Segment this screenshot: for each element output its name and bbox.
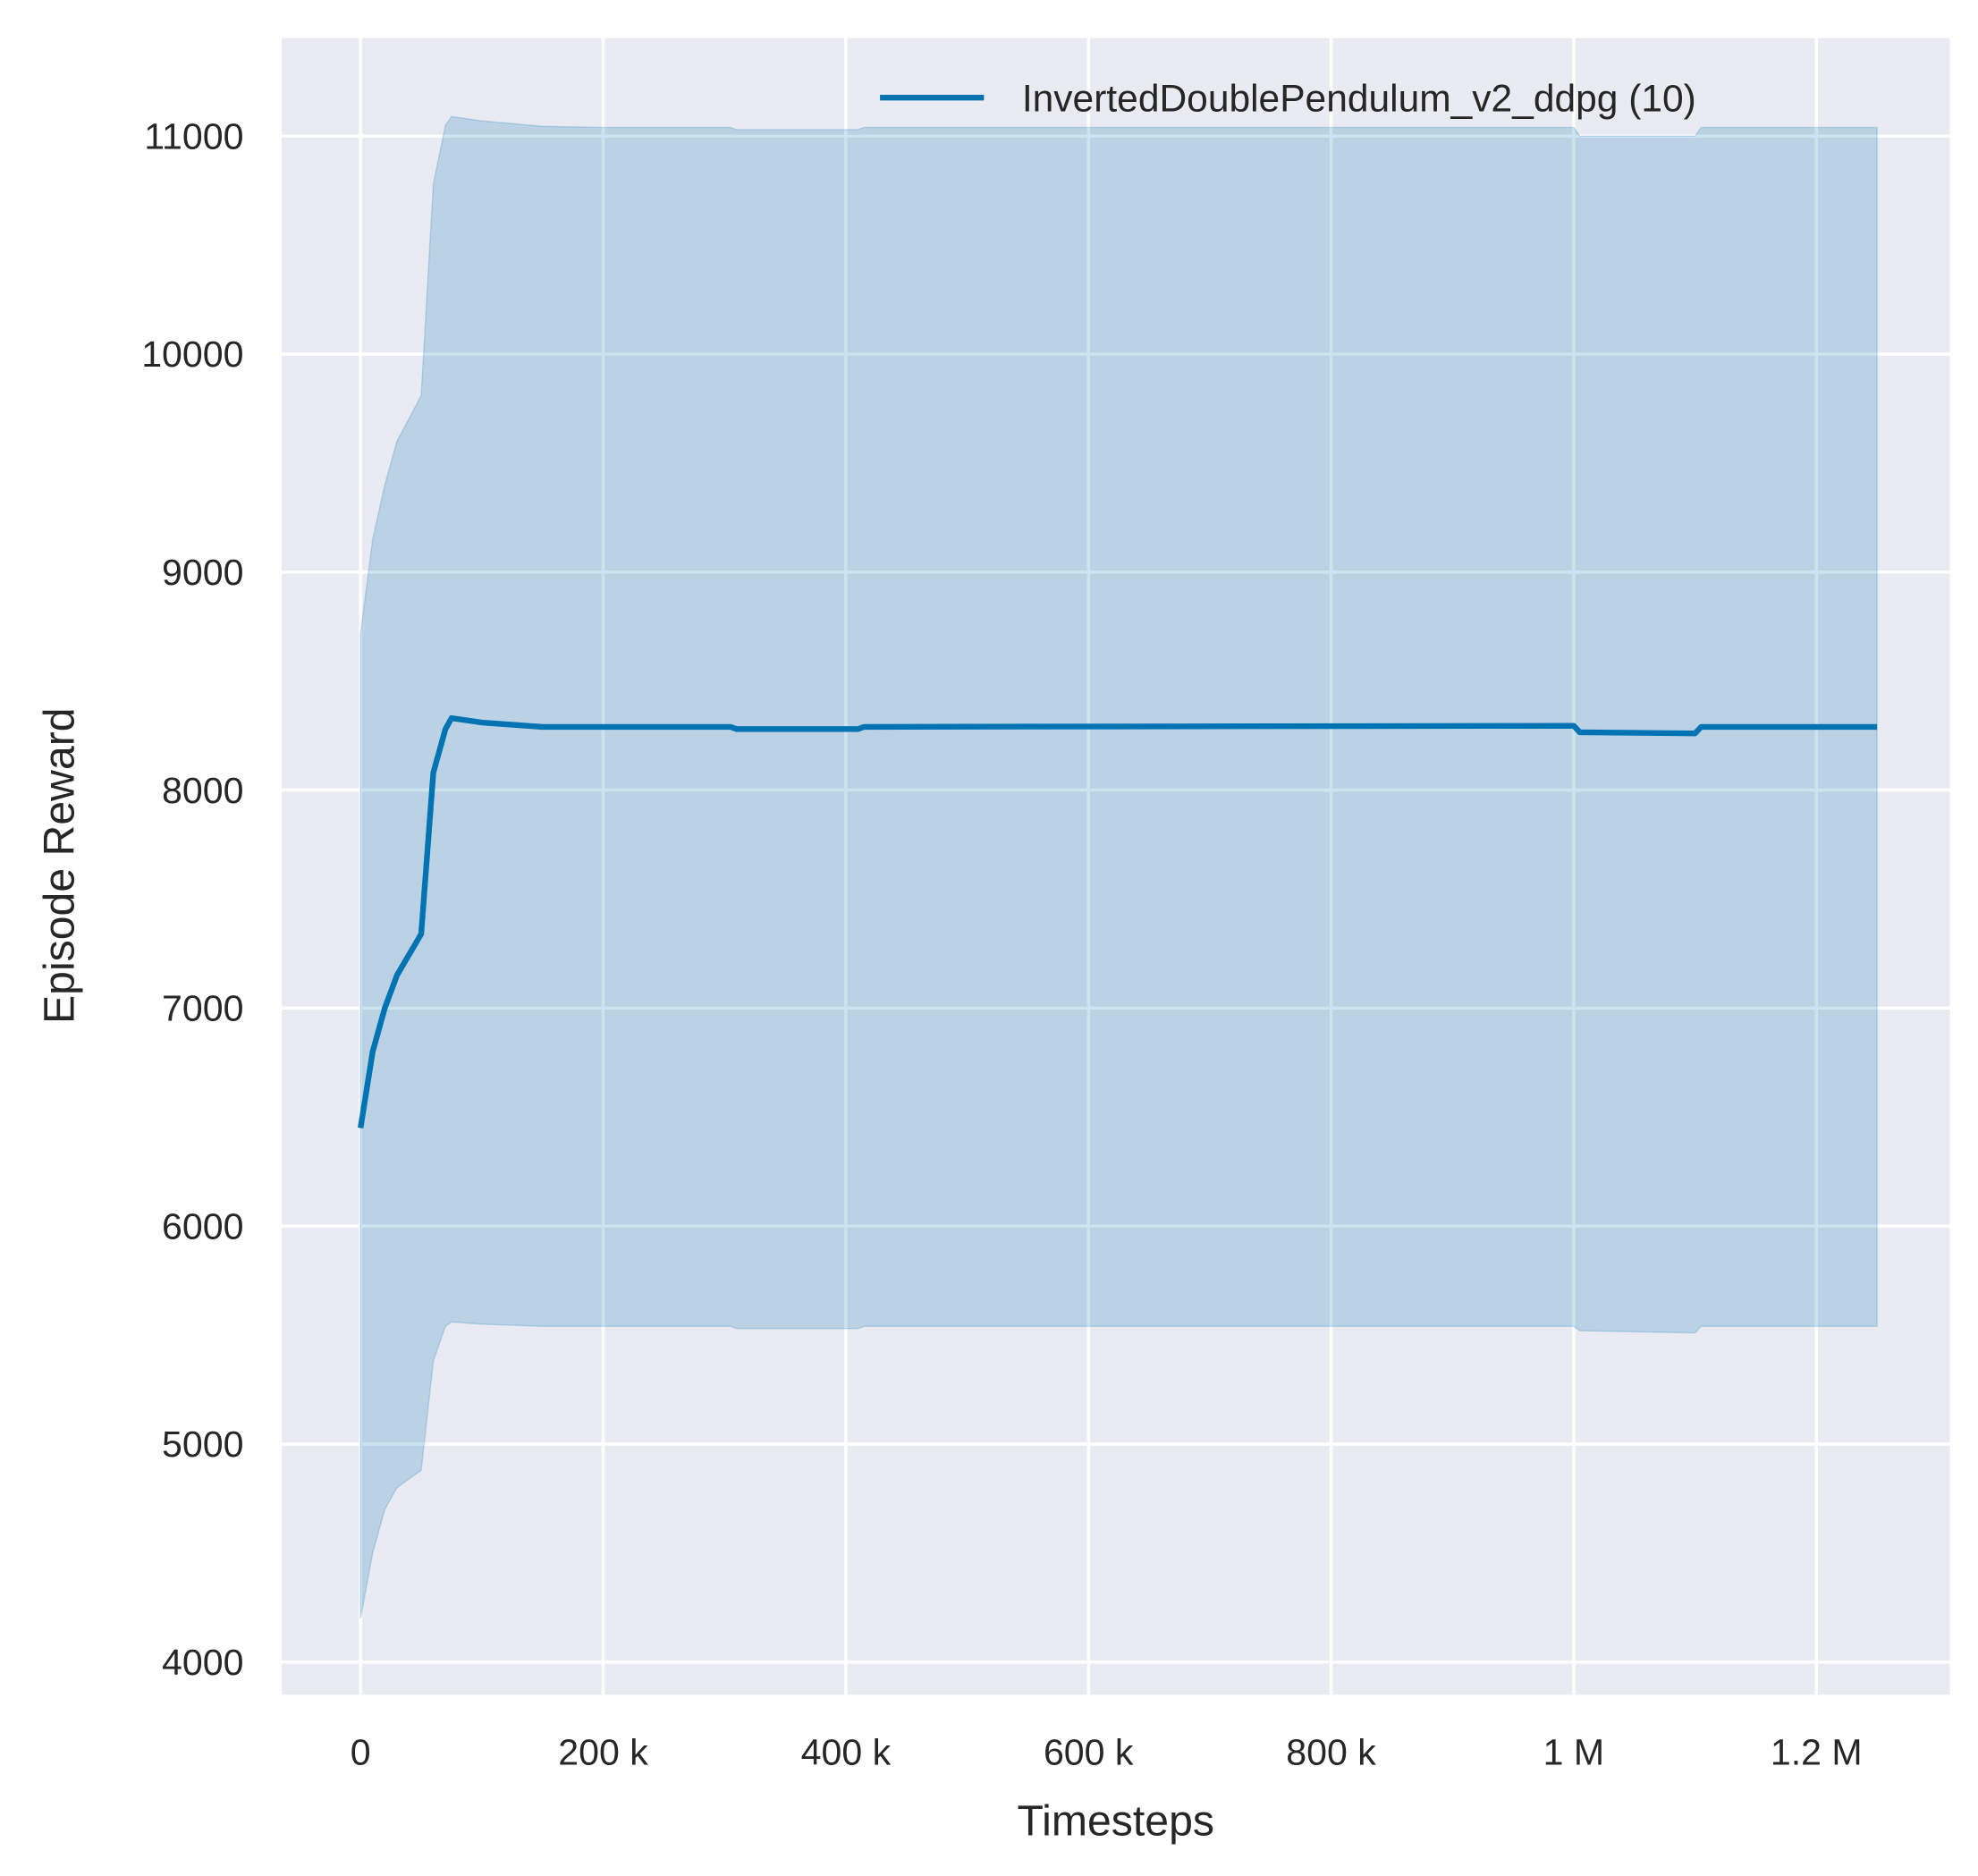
x-axis-label: Timesteps: [1018, 1797, 1214, 1846]
y-tick-label: 10000: [141, 334, 243, 375]
x-tick-label: 600 k: [1044, 1731, 1134, 1772]
x-tick-label: 800 k: [1286, 1731, 1376, 1772]
series-line: [358, 714, 1878, 1128]
y-tick-label: 7000: [162, 988, 243, 1029]
y-tick-labels: 4000 5000 6000 7000 8000 9000 10000 11000: [141, 115, 243, 1682]
y-axis-label: Episode Reward: [36, 707, 84, 1024]
x-tick-label: 0: [351, 1731, 371, 1772]
confidence-band: [359, 115, 1878, 1619]
y-tick-label: 11000: [144, 115, 243, 156]
x-tick-label: 400 k: [801, 1731, 892, 1772]
y-tick-label: 4000: [162, 1642, 243, 1683]
legend-label: InvertedDoublePendulum_v2_ddpg (10): [1022, 79, 1696, 121]
x-tick-label: 1.2 M: [1771, 1731, 1863, 1772]
x-tick-labels: 0 200 k 400 k 600 k 800 k 1 M 1.2 M: [351, 1731, 1863, 1772]
y-tick-label: 8000: [162, 770, 243, 811]
x-tick-label: 1 M: [1543, 1731, 1605, 1772]
y-tick-label: 5000: [162, 1424, 243, 1465]
y-tick-label: 6000: [162, 1205, 243, 1246]
y-tick-label: 9000: [162, 552, 243, 593]
grid: [281, 38, 1950, 1695]
legend: InvertedDoublePendulum_v2_ddpg (10): [880, 79, 1696, 121]
x-tick-label: 200 k: [558, 1731, 648, 1772]
plot-background: [281, 38, 1950, 1695]
